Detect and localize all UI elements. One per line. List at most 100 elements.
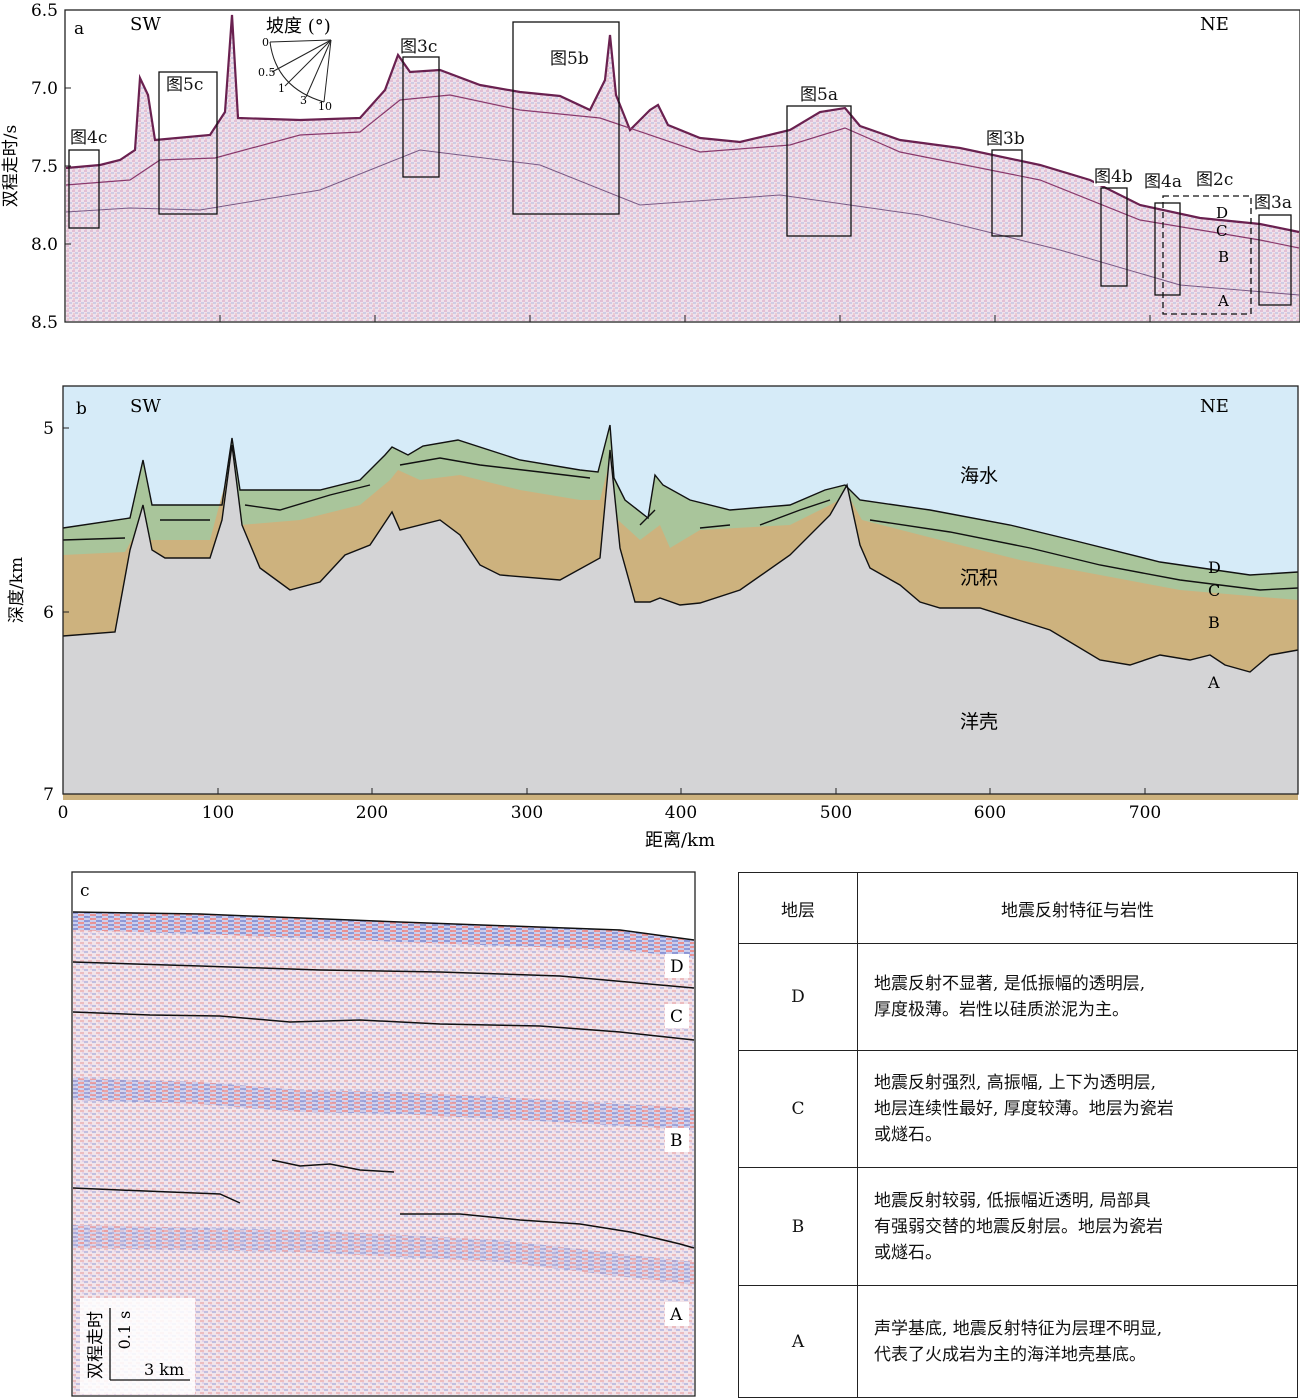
box-label-fig5c: 图5c xyxy=(166,75,203,95)
panel-b-layer-a: A xyxy=(1207,673,1220,692)
strata-table: 地层 地震反射特征与岩性 D 地震反射不显著, 是低振幅的透明层, 厚度极薄。岩… xyxy=(738,872,1298,1398)
panel-b-xtick: 0 xyxy=(58,803,69,823)
box-label-fig3b: 图3b xyxy=(986,129,1025,149)
panel-a-layer-d: D xyxy=(1216,204,1228,222)
svg-text:坡度 (°): 坡度 (°) xyxy=(266,16,331,37)
panel-b-ytick: 6 xyxy=(43,603,54,623)
panel-b-layer-d: D xyxy=(1208,558,1221,577)
table-cell-desc: 地震反射强烈, 高振幅, 上下为透明层, 地层连续性最好, 厚度较薄。地层为瓷岩… xyxy=(857,1050,1298,1168)
seafloor-reflector xyxy=(65,14,1300,234)
panel-b-xlabel: 距离/km xyxy=(645,830,715,850)
box-label-fig2c: 图2c xyxy=(1196,170,1233,190)
panel-b-layer-b: B xyxy=(1208,613,1220,632)
panel-b-ytick: 5 xyxy=(43,419,54,439)
panel-a-ne-label: NE xyxy=(1200,14,1229,35)
table-cell-layer: B xyxy=(738,1167,858,1286)
box-fig4a xyxy=(1154,202,1181,296)
seismic-fill xyxy=(66,15,1299,321)
panel-c-ba-boundary-3 xyxy=(400,1213,695,1249)
panel-a-layer-a: A xyxy=(1217,292,1229,310)
svg-text:0.5: 0.5 xyxy=(258,66,276,79)
zone-sediment-label: 沉积 xyxy=(960,567,998,589)
box-fig4b xyxy=(1100,187,1128,287)
panel-b-layer-c: C xyxy=(1208,581,1220,600)
table-row: C 地震反射强烈, 高振幅, 上下为透明层, 地层连续性最好, 厚度较薄。地层为… xyxy=(738,1050,1298,1168)
basement-line xyxy=(62,444,1299,673)
panel-b-xtick: 400 xyxy=(665,803,697,823)
table-header-row: 地层 地震反射特征与岩性 xyxy=(738,872,1298,944)
box-fig2c xyxy=(1162,195,1252,315)
box-fig4c xyxy=(68,149,100,229)
panel-c-cb-boundary xyxy=(72,1011,695,1041)
table-cell-layer: C xyxy=(738,1050,858,1168)
zone-crust-label: 洋壳 xyxy=(960,711,998,733)
panel-c-layer-b: B xyxy=(670,1131,683,1151)
box-label-fig5b: 图5b xyxy=(550,49,589,69)
panel-b-xtick: 700 xyxy=(1129,803,1161,823)
box-fig3b xyxy=(991,149,1023,237)
panel-c-ba-boundary-1 xyxy=(72,1187,241,1204)
panel-c-dc-boundary xyxy=(72,961,695,989)
panel-b-xtick: 200 xyxy=(356,803,388,823)
box-fig5c xyxy=(158,71,218,215)
table-row: B 地震反射较弱, 低振幅近透明, 局部具 有强弱交替的地震反射层。地层为瓷岩 … xyxy=(738,1167,1298,1286)
svg-text:10: 10 xyxy=(318,100,332,113)
table-row: D 地震反射不显著, 是低振幅的透明层, 厚度极薄。岩性以硅质淤泥为主。 xyxy=(738,943,1298,1051)
box-fig5b xyxy=(512,21,620,215)
panel-c-scale-bar: 双程走时 0.1 s 3 km xyxy=(80,1298,195,1394)
table-cell-layer: A xyxy=(738,1285,858,1398)
box-label-fig4a: 图4a xyxy=(1144,172,1182,192)
crust-fill xyxy=(63,445,1298,794)
box-fig5a xyxy=(786,105,852,237)
svg-text:0: 0 xyxy=(262,36,269,49)
box-label-fig5a: 图5a xyxy=(800,85,838,105)
box-label-fig4b: 图4b xyxy=(1094,167,1133,187)
panel-a-ytick: 6.5 xyxy=(31,1,58,21)
box-fig3c xyxy=(402,56,440,178)
slope-legend: 坡度 (°) 0 0.5 1 3 10 xyxy=(258,16,332,113)
box-fig3a xyxy=(1258,214,1292,306)
panel-a-ytick: 7.5 xyxy=(31,157,58,177)
table-header-layer: 地层 xyxy=(738,872,858,944)
panel-a-ylabel: 双程走时/s xyxy=(1,125,21,207)
panel-b-sw-label: SW xyxy=(130,396,161,417)
panel-c-label: c xyxy=(80,881,90,901)
panel-b-xtick: 300 xyxy=(511,803,543,823)
panel-c-layer-c: C xyxy=(670,1007,683,1027)
panel-c-seafloor xyxy=(72,911,695,941)
panel-b-ylabel: 深度/km xyxy=(7,557,27,623)
panel-a-layer-c: C xyxy=(1216,222,1227,240)
panel-a-ytick: 8.0 xyxy=(31,235,58,255)
panel-c-seismic-fill xyxy=(73,912,694,1395)
panel-c-layer-d: D xyxy=(670,957,684,977)
panel-a-ytick: 7.0 xyxy=(31,79,58,99)
table-row: A 声学基底, 地震反射特征为层理不明显, 代表了火成岩为主的海洋地壳基底。 xyxy=(738,1285,1298,1398)
dc-boundary xyxy=(62,457,1299,591)
seafloor-line xyxy=(62,424,1299,576)
panel-a-label: a xyxy=(74,19,84,39)
table-cell-desc: 声学基底, 地震反射特征为层理不明显, 代表了火成岩为主的海洋地壳基底。 xyxy=(857,1285,1298,1398)
table-header-desc: 地震反射特征与岩性 xyxy=(857,872,1298,944)
basement-reflector xyxy=(65,149,1300,296)
box-label-fig3a: 图3a xyxy=(1254,193,1292,213)
panel-b-depth-model: b SW NE 海水 沉积 洋壳 D C B A 深度/km 5 6 7 0 1… xyxy=(7,385,1299,850)
panel-a-layer-b: B xyxy=(1218,248,1229,266)
table-cell-layer: D xyxy=(738,943,858,1051)
panel-c-layer-a: A xyxy=(669,1305,683,1325)
table-cell-desc: 地震反射较弱, 低振幅近透明, 局部具 有强弱交替的地震反射层。地层为瓷岩 或燧… xyxy=(857,1167,1298,1286)
panel-b-xtick: 100 xyxy=(202,803,234,823)
svg-text:3 km: 3 km xyxy=(144,1360,184,1379)
table-cell-desc: 地震反射不显著, 是低振幅的透明层, 厚度极薄。岩性以硅质淤泥为主。 xyxy=(857,943,1298,1051)
panel-c-ba-boundary-2 xyxy=(271,1159,395,1173)
svg-text:1: 1 xyxy=(278,82,285,95)
svg-text:双程走时: 双程走时 xyxy=(86,1311,106,1379)
panel-b-ytick: 7 xyxy=(43,785,54,805)
panel-a-sw-label: SW xyxy=(130,14,161,35)
panel-c-seismic-detail: c D C B A 双程走时 0.1 s 3 km xyxy=(71,871,696,1397)
panel-b-label: b xyxy=(76,399,87,419)
box-label-fig4c: 图4c xyxy=(70,128,107,148)
panel-a-ytick: 8.5 xyxy=(31,313,58,330)
panel-a-seismic-section: a SW NE 双程走时/s 6.5 7.0 7.5 8.0 8.5 坡度 (°… xyxy=(1,1,1300,330)
panel-b-ne-label: NE xyxy=(1200,396,1229,417)
svg-text:3: 3 xyxy=(300,94,307,107)
